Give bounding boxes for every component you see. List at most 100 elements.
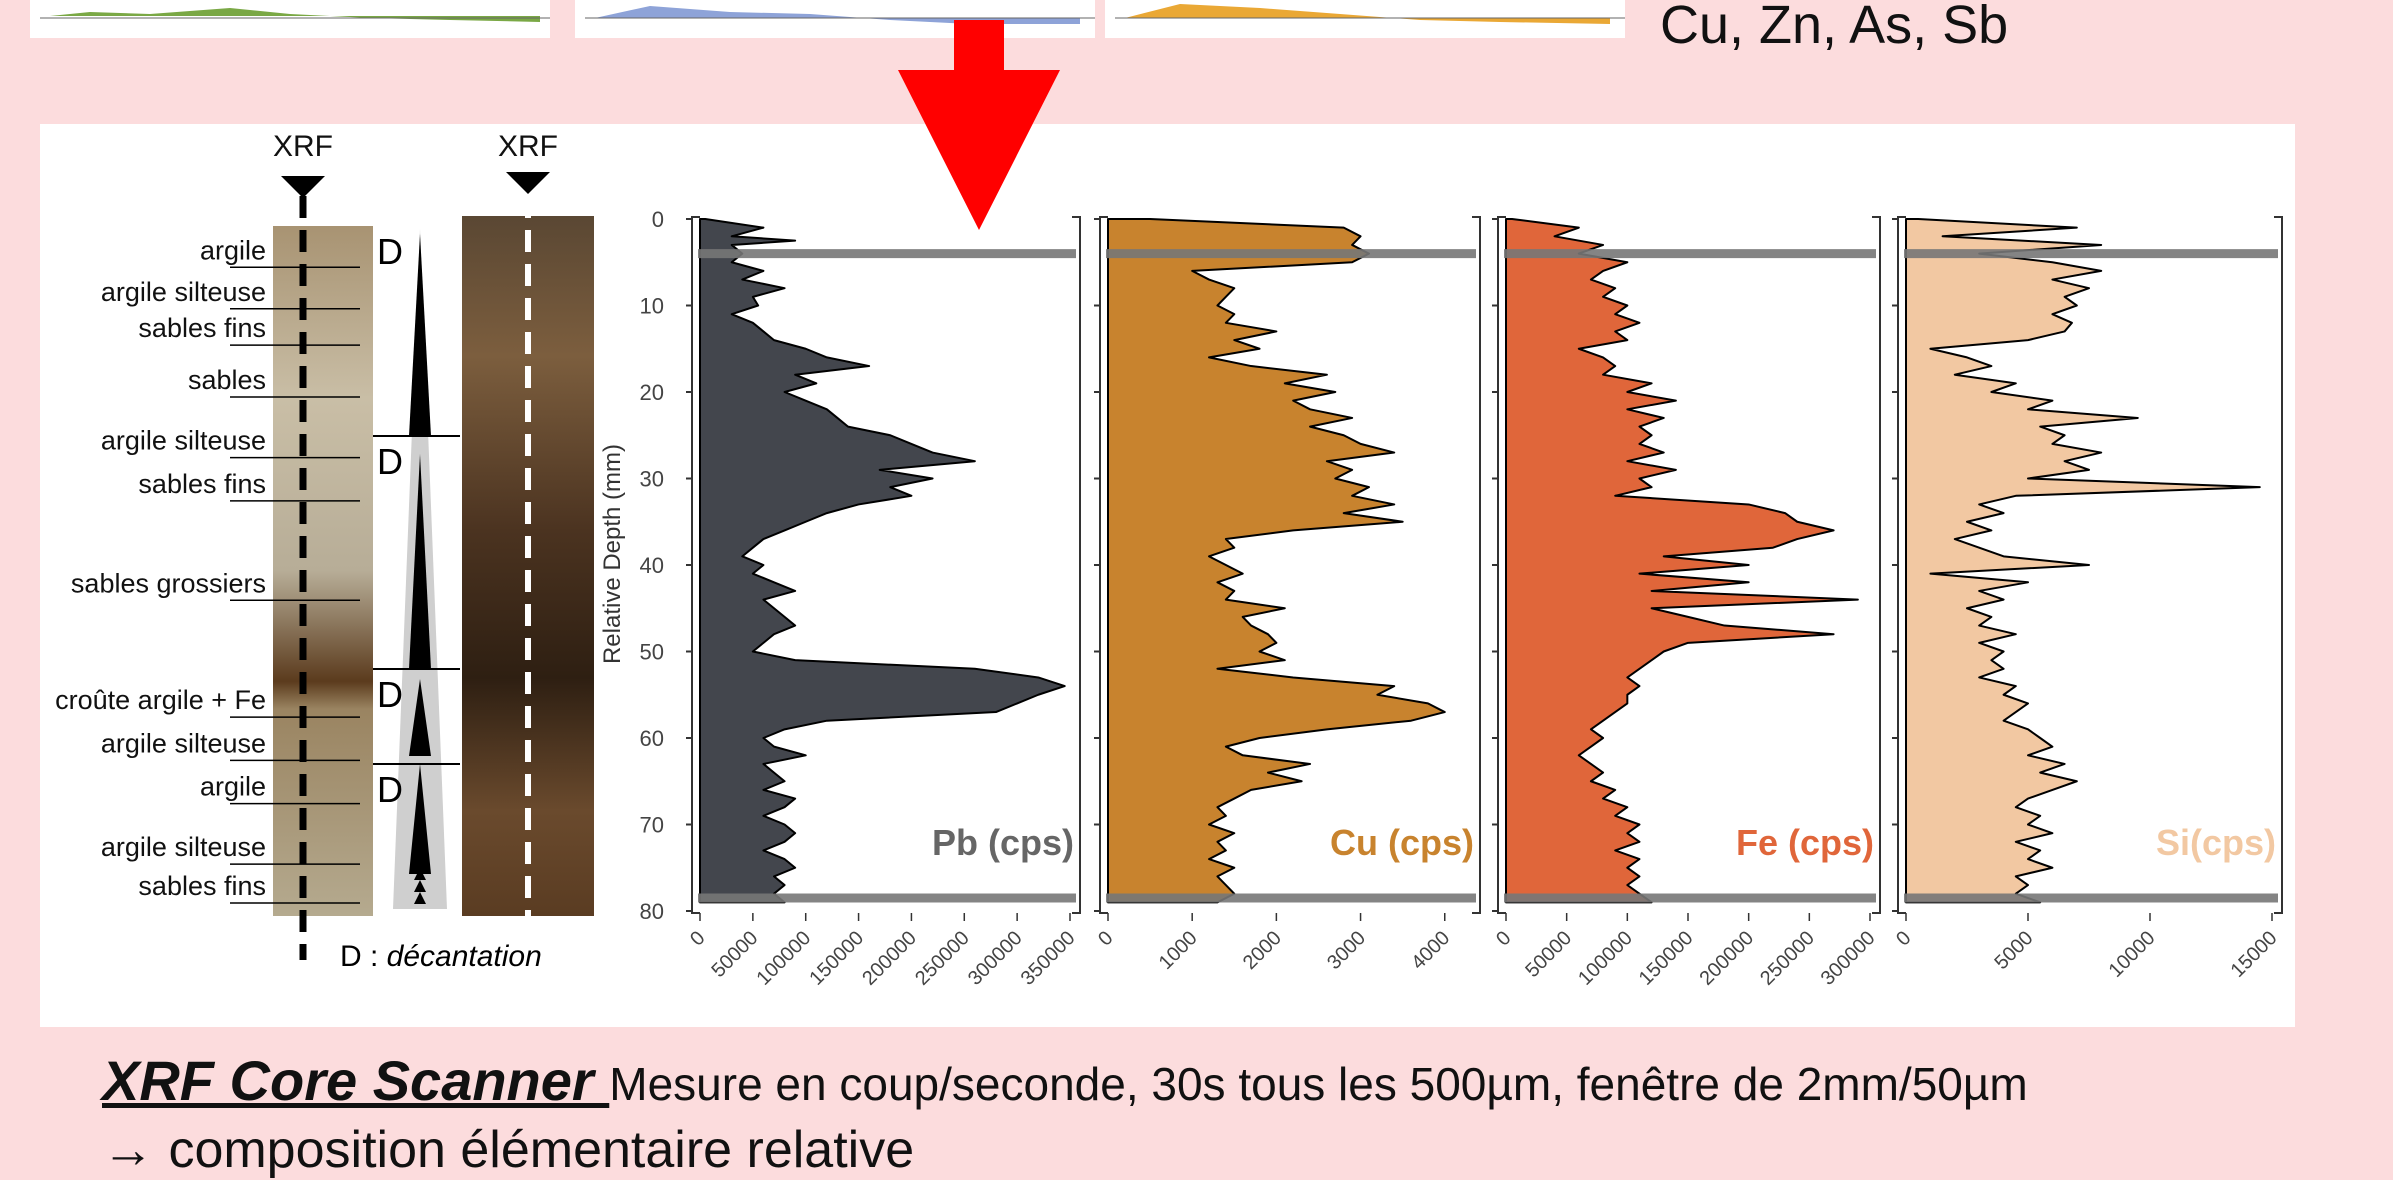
panel-axis: [1497, 216, 1506, 914]
y-tick-label: 80: [640, 899, 664, 924]
element-profiles: Pb (cps)05000010000015000020000025000030…: [686, 216, 2283, 990]
x-tick-label: 2000: [1239, 927, 1286, 974]
decantation-label-4: D: [377, 769, 403, 810]
x-tick-label: 300000: [1817, 927, 1880, 990]
panel-axis: [1072, 216, 1081, 914]
y-tick-label: 30: [640, 467, 664, 492]
y-axis: 0 10 20 30 40 50 60 70 80: [640, 207, 664, 924]
core-layer-label: sables: [188, 365, 266, 395]
decantation-legend: D : décantation: [340, 940, 542, 973]
profile-panel-si: Si(cps) 0 5000 10000 15000: [1892, 216, 2283, 982]
core-layer-label: croûte argile + Fe: [55, 685, 266, 715]
panel-axis: [2274, 216, 2283, 914]
xrf-figure-panel: XRF XRF D D D D D : décantation argile ar…: [40, 124, 2295, 1027]
x-tick-label: 10000: [2105, 927, 2160, 982]
core-layer-label: argile: [200, 235, 266, 265]
caption-text: Mesure en coup/seconde, 30s tous les 500…: [609, 1058, 2028, 1110]
x-tick-label: 150000: [805, 927, 868, 990]
x-tick-label: 0: [686, 927, 709, 950]
red-down-arrow-icon: [898, 20, 1060, 230]
decantation-wedge-4: [409, 764, 431, 874]
panel-axis: [1897, 216, 1906, 914]
core-layer-separators: [230, 266, 360, 904]
spectrum-fill-2: [595, 6, 1080, 24]
decantation-wedge-3: [409, 679, 431, 756]
x-tick-label: 50000: [1521, 927, 1576, 982]
core-layer-label: argile: [200, 772, 266, 802]
decantation-legend-key: D :: [340, 940, 387, 973]
panel-axis: [691, 216, 700, 914]
profile-panel-cu: Cu (cps) 0 1000 2000 3000 4000: [1094, 216, 1481, 974]
xrf-label-right: XRF: [498, 130, 558, 163]
x-tick-label: 0: [1492, 927, 1515, 950]
x-tick-label: 350000: [1017, 927, 1080, 990]
core-layer-label: sables grossiers: [71, 568, 266, 598]
decantation-wedge-2: [409, 454, 431, 669]
x-tick-label: 100000: [1574, 927, 1637, 990]
profile-label: Fe (cps): [1736, 822, 1874, 863]
y-tick-label: 0: [652, 207, 664, 232]
xrf-marker-right-icon: [506, 172, 550, 194]
x-tick-label: 15000: [2227, 927, 2282, 982]
panel-axis: [1872, 216, 1881, 914]
profile-panel-fe: Fe (cps) 0 5000010000015000020000025000030…: [1492, 216, 1881, 990]
core-photo-left: [273, 226, 373, 916]
spectra-thumbnails: [30, 0, 1625, 38]
y-tick-label: 70: [640, 813, 664, 838]
spectrum-fill-3: [1125, 4, 1610, 24]
panel-axis: [1472, 216, 1481, 914]
y-tick-label: 10: [640, 294, 664, 319]
x-tick-label: 5000: [1991, 927, 2038, 974]
decantation-wedges: D D D D: [373, 229, 460, 909]
core-layer-label: sables fins: [138, 871, 266, 901]
y-tick-label: 50: [640, 640, 664, 665]
profile-panel-pb: Pb (cps)05000010000015000020000025000030…: [686, 216, 1081, 990]
sediment-arrow-icon: [414, 880, 426, 892]
decantation-legend-value: décantation: [387, 940, 542, 973]
x-tick-label: 300000: [964, 927, 1027, 990]
x-tick-label: 200000: [858, 927, 921, 990]
profile-label: Si(cps): [2156, 822, 2276, 863]
x-tick-label: 200000: [1695, 927, 1758, 990]
core-layer-labels: argile argile silteuse sables fins sables ar…: [55, 235, 266, 901]
x-tick-label: 250000: [911, 927, 974, 990]
sediment-arrow-icon: [414, 892, 426, 904]
xrf-figure: XRF XRF D D D D D : décantation argilear…: [55, 130, 2283, 990]
caption-line1: XRF Core Scanner Mesure en coup/seconde,…: [102, 1048, 2028, 1113]
caption-line2: → composition élémentaire relative: [102, 1121, 915, 1179]
panel-axis: [1099, 216, 1108, 914]
x-tick-label: 0: [1892, 927, 1915, 950]
core-layer-label: argile silteuse: [101, 728, 266, 758]
decantation-label-3: D: [377, 674, 403, 715]
x-tick-label: 1000: [1155, 927, 1202, 974]
profile-label: Cu (cps): [1330, 822, 1474, 863]
xrf-label-left: XRF: [273, 130, 333, 163]
x-tick-label: 150000: [1635, 927, 1698, 990]
y-tick-label: 40: [640, 553, 664, 578]
core-layer-label: argile silteuse: [101, 277, 266, 307]
elements-list: Cu, Zn, As, Sb: [1660, 0, 2009, 55]
caption-title: XRF Core Scanner: [102, 1049, 610, 1112]
core-layer-label: argile silteuse: [101, 832, 266, 862]
profile-area: [1505, 218, 1859, 904]
x-tick-label: 4000: [1407, 927, 1454, 974]
xrf-marker-left-icon: [281, 176, 325, 198]
profile-area: [1905, 218, 2261, 904]
y-tick-label: 60: [640, 726, 664, 751]
y-axis-label: Relative Depth (mm): [599, 444, 626, 664]
decantation-label-1: D: [377, 231, 403, 272]
profile-label: Pb (cps): [932, 822, 1074, 863]
profile-area: [699, 218, 1066, 904]
core-layer-label: argile silteuse: [101, 426, 266, 456]
y-tick-label: 20: [640, 380, 664, 405]
x-tick-label: 250000: [1756, 927, 1819, 990]
sediment-arrow-icon: [414, 868, 426, 880]
core-layer-label: sables fins: [138, 469, 266, 499]
core-layer-label: sables fins: [138, 313, 266, 343]
x-tick-label: 3000: [1323, 927, 1370, 974]
decantation-wedge-1: [409, 234, 431, 436]
x-tick-label: 0: [1094, 927, 1117, 950]
x-tick-label: 100000: [752, 927, 815, 990]
decantation-label-2: D: [377, 441, 403, 482]
profile-area: [1107, 218, 1446, 904]
